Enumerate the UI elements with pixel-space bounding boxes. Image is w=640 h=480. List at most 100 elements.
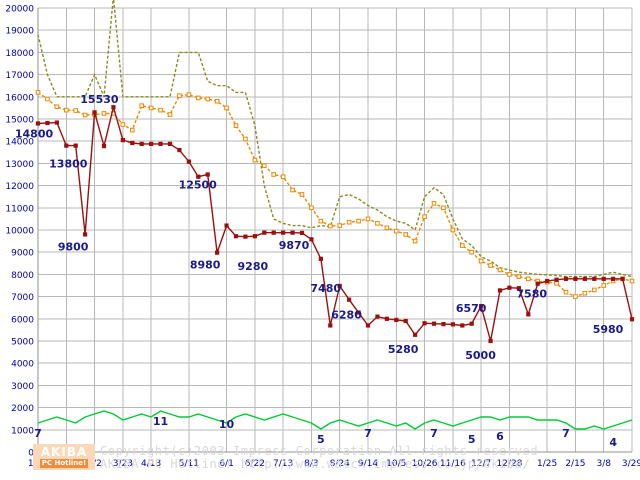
data-point-average-price — [158, 107, 163, 113]
data-point-lowest-price — [215, 250, 220, 255]
data-point-lowest-price — [592, 276, 597, 281]
data-point-lowest-price — [460, 323, 465, 328]
data-point-average-price — [261, 163, 267, 168]
data-label-shop-count: 5 — [317, 433, 325, 446]
data-point-lowest-price — [45, 120, 50, 126]
y-axis-tick-label: 9000 — [11, 249, 34, 259]
y-axis-tick-label: 10000 — [5, 227, 34, 237]
data-point-lowest-price — [535, 281, 540, 286]
y-axis-tick-label: 13000 — [5, 160, 34, 170]
data-point-average-price — [403, 232, 409, 237]
y-axis-tick-label: 15000 — [5, 116, 34, 126]
data-point-average-price — [393, 228, 399, 234]
series-line-shop-count — [37, 410, 633, 430]
data-point-lowest-price — [73, 143, 78, 148]
data-point-average-price — [629, 278, 635, 284]
data-point-lowest-price — [375, 314, 380, 319]
akiba-logo-sub: PC Hotline! — [39, 459, 89, 468]
data-point-average-price — [205, 96, 211, 102]
data-point-lowest-price — [347, 297, 352, 302]
data-label-price: 5980 — [593, 323, 624, 336]
data-point-lowest-price — [35, 121, 41, 126]
data-point-average-price — [431, 201, 437, 206]
data-point-average-price — [167, 112, 173, 117]
x-axis-tick-label: 11/16 — [440, 459, 466, 469]
data-point-average-price — [327, 223, 333, 229]
data-point-lowest-price — [299, 230, 305, 235]
akiba-logo-watermark: AKIBA PC Hotline! — [33, 444, 95, 470]
data-point-average-price — [148, 105, 154, 111]
data-point-lowest-price — [167, 141, 173, 146]
data-point-average-price — [139, 103, 145, 108]
data-point-lowest-price — [582, 276, 587, 281]
data-point-lowest-price — [139, 141, 144, 146]
x-axis-tick-label: 6/1 — [219, 459, 233, 469]
data-point-lowest-price — [328, 323, 333, 328]
data-point-lowest-price — [233, 234, 239, 239]
data-point-lowest-price — [149, 141, 154, 146]
data-label-shop-count: 7 — [430, 427, 438, 440]
data-label-price: 6280 — [331, 309, 362, 322]
data-point-lowest-price — [488, 338, 493, 344]
data-label-shop-count: 7 — [364, 427, 372, 440]
data-point-average-price — [299, 192, 305, 197]
data-point-average-price — [554, 280, 559, 286]
data-point-average-price — [591, 287, 597, 293]
data-point-lowest-price — [186, 159, 191, 164]
y-axis-tick-label: 1000 — [11, 426, 34, 436]
y-axis-tick-label: 6000 — [11, 315, 34, 325]
data-point-average-price — [243, 136, 248, 142]
data-point-lowest-price — [356, 310, 361, 315]
data-point-lowest-price — [111, 105, 116, 110]
data-point-lowest-price — [601, 276, 606, 281]
data-point-lowest-price — [318, 256, 323, 261]
data-point-average-price — [290, 187, 295, 193]
x-axis-tick-label: 8/24 — [330, 459, 350, 469]
data-point-lowest-price — [262, 230, 267, 235]
x-axis-tick-label: 12/7 — [471, 459, 491, 469]
y-axis-tick-label: 19000 — [5, 27, 34, 37]
data-label-price: 5280 — [388, 343, 419, 356]
data-point-average-price — [63, 107, 69, 113]
data-point-average-price — [309, 205, 314, 211]
data-point-average-price — [346, 219, 352, 225]
data-point-average-price — [497, 267, 503, 273]
x-axis-tick-label: 7/13 — [273, 459, 293, 469]
data-point-average-price — [601, 283, 607, 288]
data-point-lowest-price — [243, 234, 248, 239]
data-point-average-price — [318, 218, 324, 224]
data-point-average-price — [582, 290, 588, 296]
data-point-lowest-price — [431, 321, 437, 326]
series-line-average-price — [37, 91, 633, 298]
data-point-average-price — [356, 218, 361, 224]
y-axis-tick-label: 3000 — [11, 382, 34, 392]
data-point-average-price — [195, 95, 201, 101]
series-line-highest-price — [37, 0, 633, 278]
data-point-average-price — [516, 274, 522, 279]
data-point-lowest-price — [384, 316, 389, 321]
data-point-lowest-price — [497, 288, 503, 293]
data-point-average-price — [35, 90, 41, 95]
x-axis-tick-label: 9/14 — [358, 459, 378, 469]
y-axis-tick-label: 5000 — [11, 338, 34, 348]
data-point-lowest-price — [526, 312, 531, 317]
data-label-price: 8980 — [190, 259, 221, 272]
data-point-lowest-price — [158, 141, 163, 146]
data-label-shop-count: 11 — [153, 415, 168, 428]
y-axis-tick-label: 0 — [28, 449, 34, 459]
x-axis-tick-label: 2/15 — [565, 459, 585, 469]
data-point-average-price — [337, 223, 343, 228]
data-point-lowest-price — [290, 230, 295, 235]
data-point-lowest-price — [441, 322, 446, 327]
y-axis-tick-label: 8000 — [11, 271, 34, 281]
data-point-lowest-price — [130, 140, 135, 146]
series-line-lowest-price — [37, 104, 633, 342]
data-label-price: 9280 — [238, 260, 269, 273]
data-label-shop-count: 7 — [562, 427, 570, 440]
data-point-lowest-price — [365, 323, 371, 328]
data-point-average-price — [214, 98, 220, 104]
data-point-average-price — [280, 174, 286, 180]
data-point-lowest-price — [629, 317, 635, 322]
data-point-lowest-price — [196, 174, 201, 179]
